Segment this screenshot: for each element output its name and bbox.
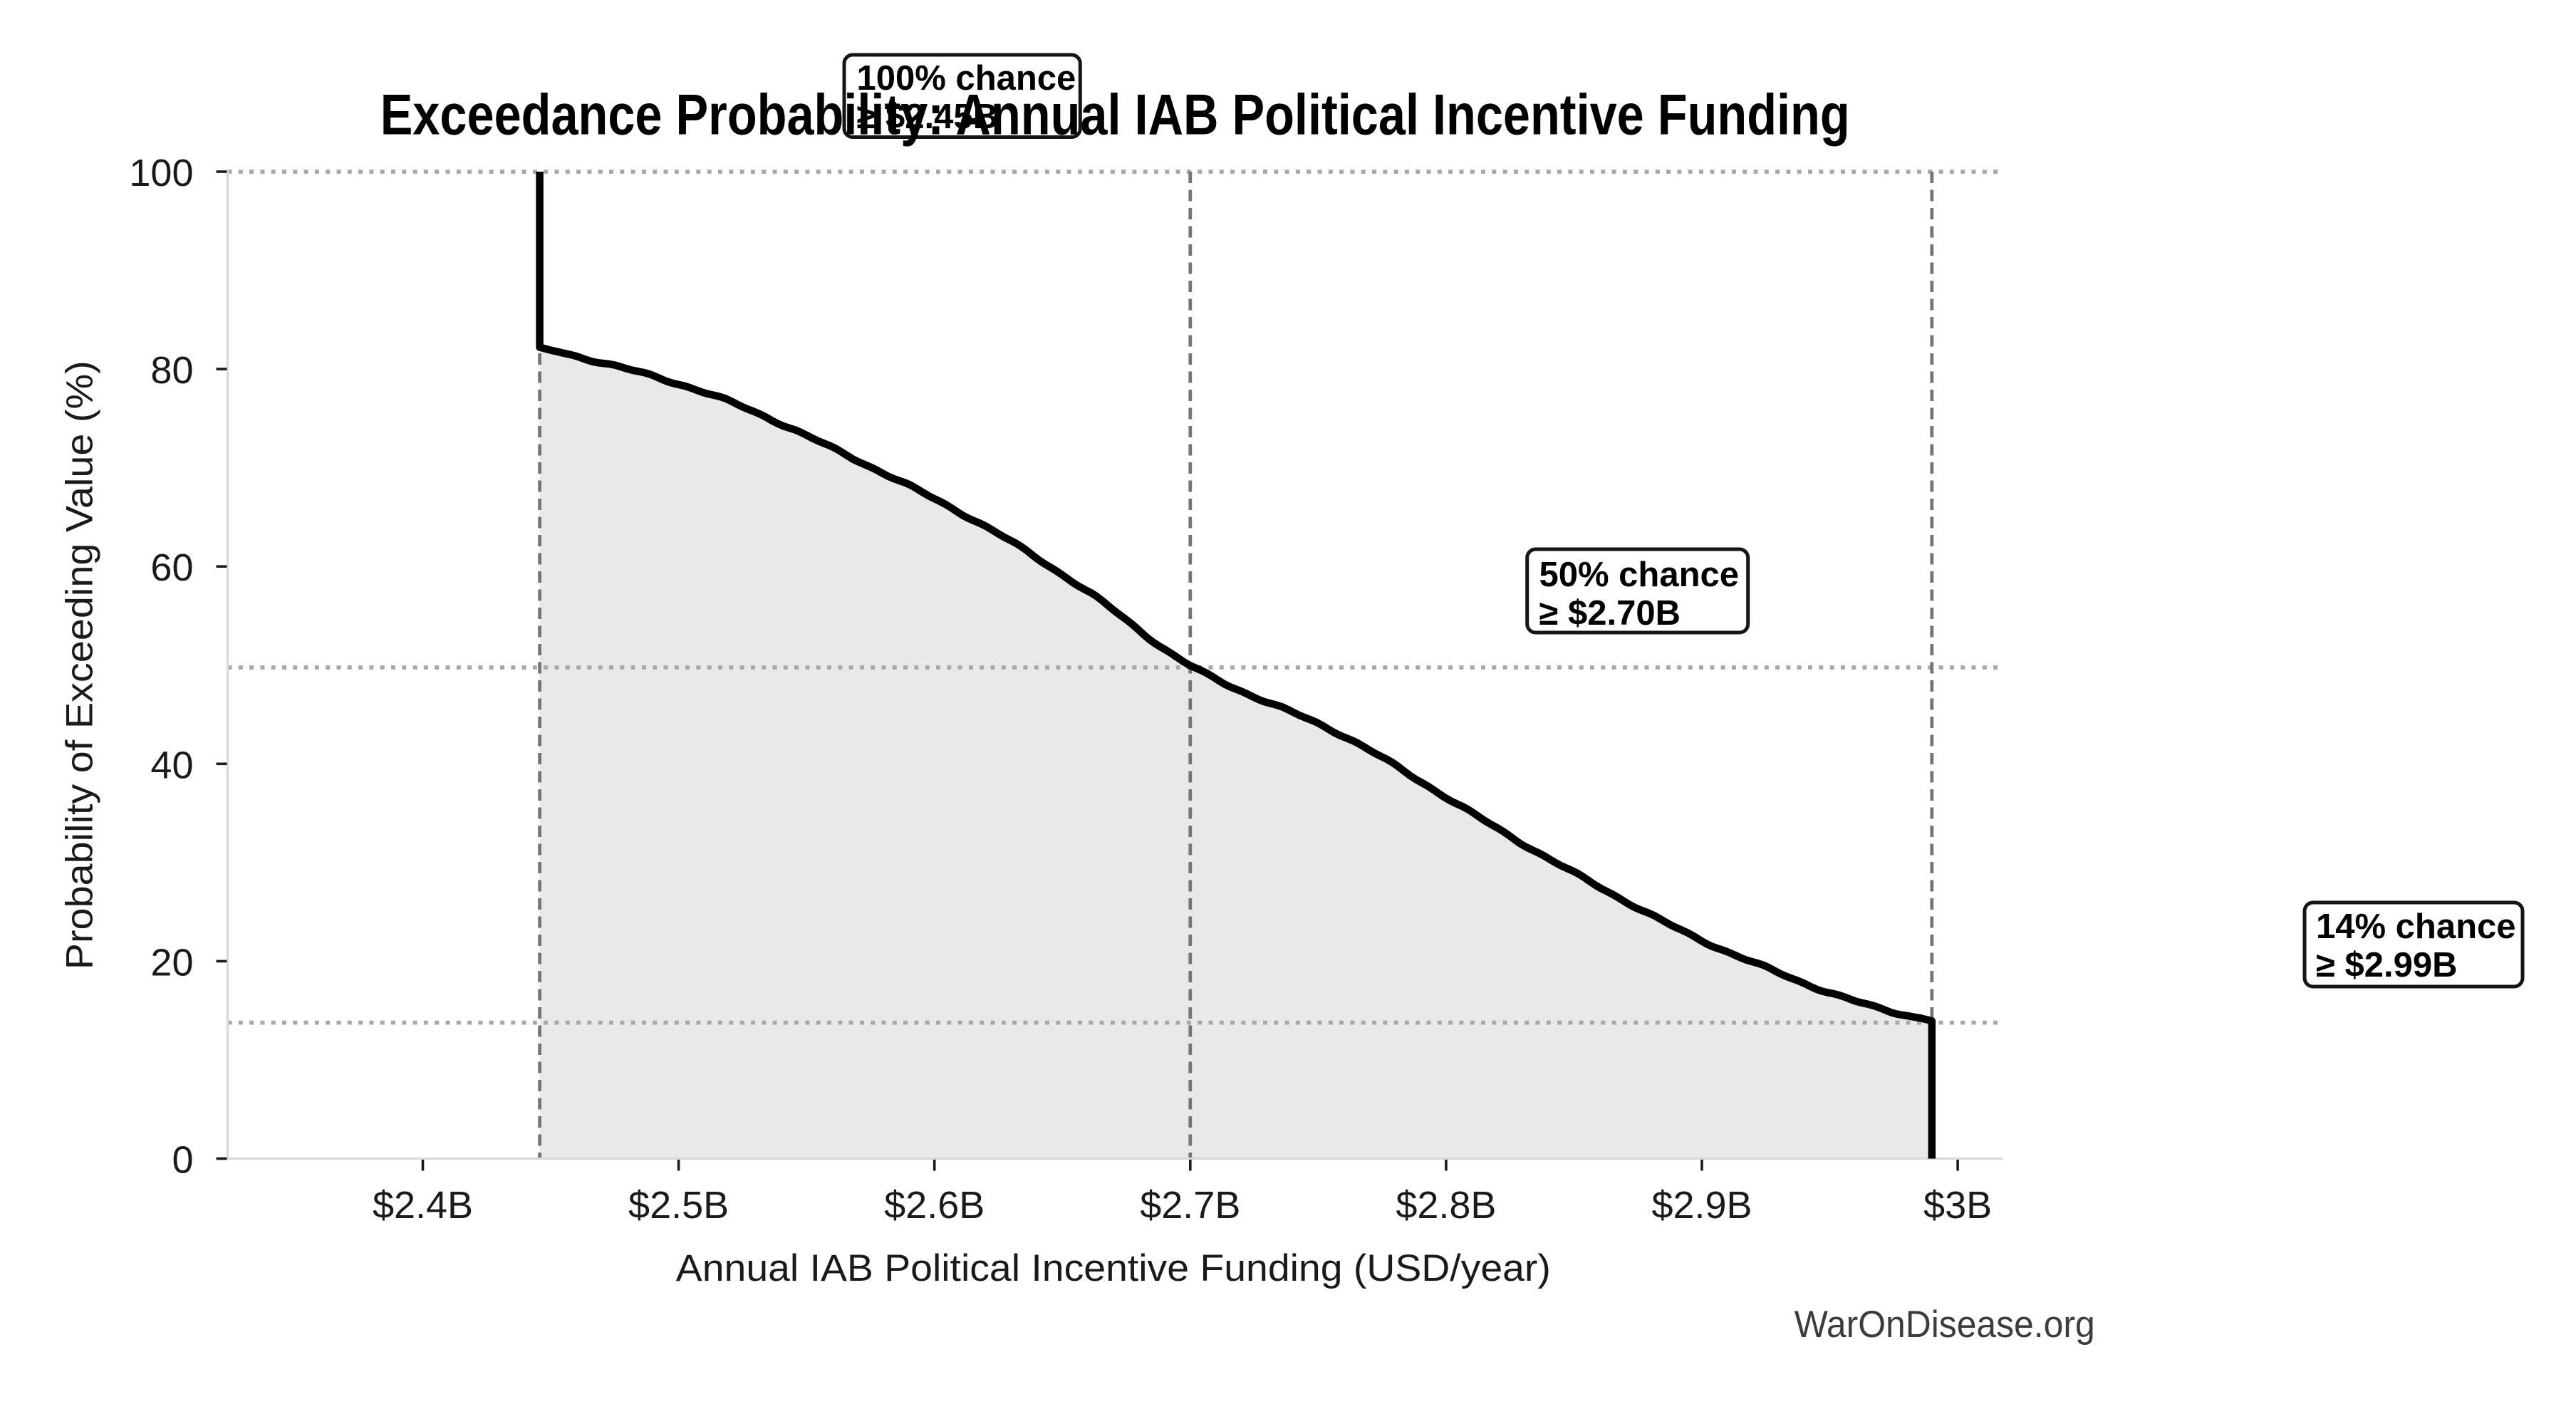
svg-text:20: 20	[150, 941, 193, 984]
svg-text:$2.9B: $2.9B	[1651, 1184, 1752, 1227]
svg-text:≥ $2.70B: ≥ $2.70B	[1539, 594, 1681, 633]
svg-text:100: 100	[129, 152, 193, 194]
svg-text:$2.7B: $2.7B	[1140, 1184, 1240, 1227]
svg-text:60: 60	[150, 546, 193, 589]
svg-text:50% chance: 50% chance	[1539, 556, 1740, 594]
svg-text:0: 0	[172, 1139, 193, 1182]
svg-text:Exceedance Probability: Annual: Exceedance Probability: Annual IAB Polit…	[380, 83, 1850, 147]
svg-text:≥ $2.45B: ≥ $2.45B	[857, 98, 999, 136]
svg-text:14% chance: 14% chance	[2316, 908, 2516, 946]
svg-text:$2.5B: $2.5B	[628, 1184, 729, 1227]
svg-text:Probability of Exceeding Value: Probability of Exceeding Value (%)	[59, 360, 101, 969]
svg-text:80: 80	[150, 349, 193, 392]
svg-text:$2.6B: $2.6B	[884, 1184, 985, 1227]
svg-text:Annual IAB Political Incentive: Annual IAB Political Incentive Funding (…	[676, 1247, 1551, 1289]
svg-text:$2.8B: $2.8B	[1396, 1184, 1496, 1227]
svg-text:≥ $2.99B: ≥ $2.99B	[2316, 946, 2458, 984]
svg-text:100% chance: 100% chance	[857, 59, 1076, 98]
svg-text:$3B: $3B	[1923, 1184, 1992, 1227]
svg-text:40: 40	[150, 744, 193, 786]
svg-text:$2.4B: $2.4B	[373, 1184, 473, 1227]
svg-text:WarOnDisease.org: WarOnDisease.org	[1795, 1304, 2095, 1346]
